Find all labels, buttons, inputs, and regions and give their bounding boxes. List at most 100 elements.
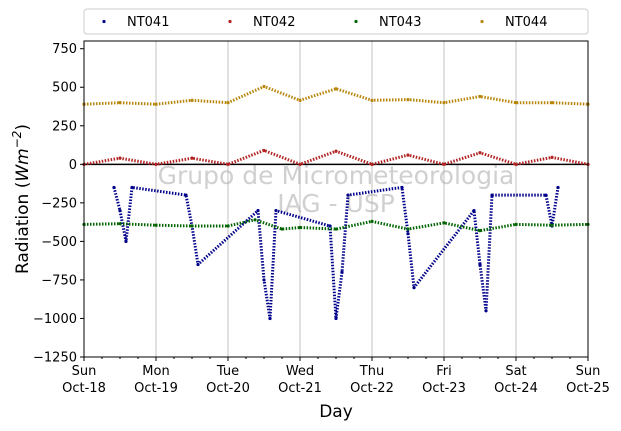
y-tick-label: 0 — [69, 158, 77, 173]
watermark-line: IAG - USP — [277, 189, 395, 218]
x-tick-day-label: Wed — [286, 364, 314, 379]
data-point — [130, 185, 134, 190]
x-tick-day-label: Sun — [72, 364, 97, 379]
y-tick-label: −1000 — [33, 312, 77, 327]
x-tick-date-label: Oct-22 — [350, 381, 394, 396]
x-tick-day-label: Sun — [576, 364, 601, 379]
data-point — [190, 98, 194, 102]
legend-label: NT043 — [379, 15, 421, 30]
data-point — [298, 225, 302, 230]
data-point — [112, 185, 116, 190]
data-point — [406, 153, 410, 157]
y-tick-label: 500 — [52, 81, 77, 96]
data-point — [334, 149, 338, 153]
x-tick-date-label: Oct-20 — [206, 381, 250, 396]
series-layer — [82, 84, 590, 321]
y-axis-title: Radiation (Wm−2) — [10, 124, 33, 274]
x-tick-date-label: Oct-21 — [278, 381, 322, 396]
data-point — [328, 224, 332, 228]
x-tick-date-label: Oct-25 — [566, 381, 610, 396]
data-point — [544, 193, 548, 197]
legend-label: NT041 — [127, 15, 169, 30]
x-tick-day-label: Thu — [359, 364, 384, 379]
series-nt042 — [82, 148, 590, 166]
x-tick-date-label: Oct-23 — [422, 381, 466, 396]
series-trace — [83, 85, 589, 106]
data-point — [478, 229, 482, 233]
x-tick-date-label: Oct-24 — [494, 381, 538, 396]
data-point — [406, 227, 410, 231]
series-nt044 — [82, 84, 590, 106]
legend-marker — [480, 19, 484, 24]
data-point — [190, 224, 194, 228]
data-point — [550, 155, 554, 159]
legend-marker — [354, 19, 358, 24]
data-point — [226, 224, 230, 228]
x-tick-date-label: Oct-19 — [134, 381, 178, 396]
data-point — [472, 208, 476, 213]
data-point — [154, 162, 158, 166]
data-point — [478, 94, 482, 99]
data-point — [124, 239, 128, 243]
y-tick-label: −1250 — [33, 351, 77, 366]
data-point — [556, 185, 560, 190]
data-point — [478, 151, 482, 155]
y-tick-label: 750 — [52, 42, 77, 57]
data-point — [370, 219, 374, 223]
data-point — [262, 278, 266, 282]
data-point — [226, 101, 230, 105]
y-tick-label: 250 — [52, 119, 77, 134]
legend-marker — [102, 19, 106, 24]
data-point — [262, 84, 266, 89]
data-point — [478, 262, 482, 267]
x-axis-title: Day — [319, 402, 353, 422]
x-tick-day-label: Fri — [436, 364, 452, 379]
data-point — [118, 208, 122, 213]
x-tick-day-label: Sat — [505, 364, 526, 379]
y-axis-ticks: −1250 −1000 −750 −500 −250 0 250 500 750 — [33, 42, 84, 366]
data-point — [514, 101, 518, 105]
data-point — [298, 98, 302, 102]
data-point — [280, 227, 284, 231]
data-point — [274, 208, 278, 213]
y-tick-label: −750 — [41, 273, 77, 288]
data-point — [262, 148, 266, 153]
data-point — [298, 162, 302, 166]
watermark-line: Grupo de Micrometeorologia — [158, 161, 515, 190]
data-point — [370, 98, 374, 102]
data-point — [514, 222, 518, 227]
data-point — [256, 208, 260, 213]
data-point — [406, 232, 410, 236]
data-point — [334, 227, 338, 231]
series-nt043 — [82, 218, 590, 233]
legend: NT041 NT042 NT043 NT044 — [83, 8, 589, 35]
data-point — [226, 162, 230, 166]
data-point — [442, 101, 446, 105]
legend-box — [83, 8, 589, 35]
data-point — [268, 316, 272, 321]
data-point — [118, 101, 122, 105]
legend-label: NT042 — [253, 15, 295, 30]
data-point — [118, 222, 122, 226]
data-point — [118, 156, 122, 160]
x-axis-ticks: Sun Oct-18 Mon Oct-19 Tue Oct-20 Wed Oct-21 Thu O… — [62, 357, 610, 396]
data-point — [184, 193, 188, 197]
series-trace — [83, 218, 589, 233]
data-point — [400, 185, 404, 190]
data-point — [154, 223, 158, 227]
y-tick-label: −500 — [41, 235, 77, 250]
legend-label: NT044 — [505, 15, 547, 30]
data-point — [550, 223, 554, 227]
data-point — [442, 221, 446, 225]
data-point — [334, 316, 338, 321]
data-point — [253, 218, 257, 222]
data-point — [490, 193, 494, 197]
data-point — [442, 162, 446, 166]
data-point — [190, 156, 194, 160]
x-tick-date-label: Oct-18 — [62, 381, 106, 396]
data-point — [550, 101, 554, 105]
x-tick-day-label: Mon — [142, 364, 169, 379]
gridlines — [155, 41, 517, 357]
data-point — [196, 262, 200, 267]
